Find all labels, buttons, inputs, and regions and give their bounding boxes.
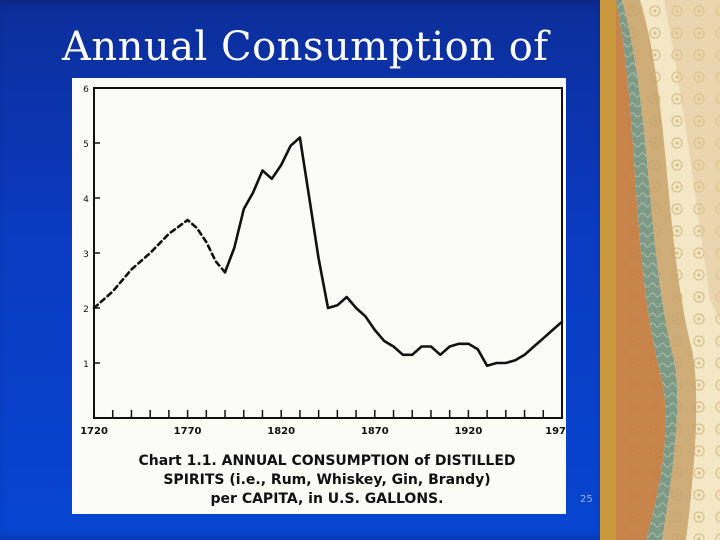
series-line-solid: [223, 136, 564, 368]
x-tick-label: 1770: [174, 426, 202, 437]
caption-line-2: SPIRITS (i.e., Rum, Whiskey, Gin, Brandy…: [163, 472, 491, 488]
y-tick-label: 1: [83, 360, 89, 370]
x-tick-label: 1820: [267, 426, 295, 437]
plot-area-frame: [93, 87, 563, 419]
line-chart: 1 2 3 4 5 6 1720 1770 1820 1870 1920 197: [80, 85, 566, 437]
y-tick-label: 2: [83, 305, 89, 315]
slide-number: 25: [580, 494, 593, 505]
decorative-border: [600, 0, 720, 540]
caption-line-3: per CAPITA, in U.S. GALLONS.: [210, 491, 444, 507]
y-tick-label: 5: [83, 140, 89, 150]
y-tick-label: 4: [83, 195, 89, 205]
y-tick-label: 6: [83, 85, 89, 95]
x-tick-label: 197: [545, 426, 566, 437]
series-line-dashed: [92, 218, 227, 310]
y-tick-label: 3: [83, 250, 89, 260]
x-tick-label: 1870: [361, 426, 389, 437]
chart-card: 1 2 3 4 5 6 1720 1770 1820 1870 1920 197 Chart 1.1…: [72, 78, 566, 514]
slide-title: Annual Consumption of: [62, 24, 549, 70]
caption-line-1: Chart 1.1. ANNUAL CONSUMPTION of DISTILL…: [138, 453, 516, 469]
chart-caption: Chart 1.1. ANNUAL CONSUMPTION of DISTILL…: [92, 452, 562, 509]
x-tick-label: 1920: [454, 426, 482, 437]
x-tick-label: 1720: [80, 426, 108, 437]
